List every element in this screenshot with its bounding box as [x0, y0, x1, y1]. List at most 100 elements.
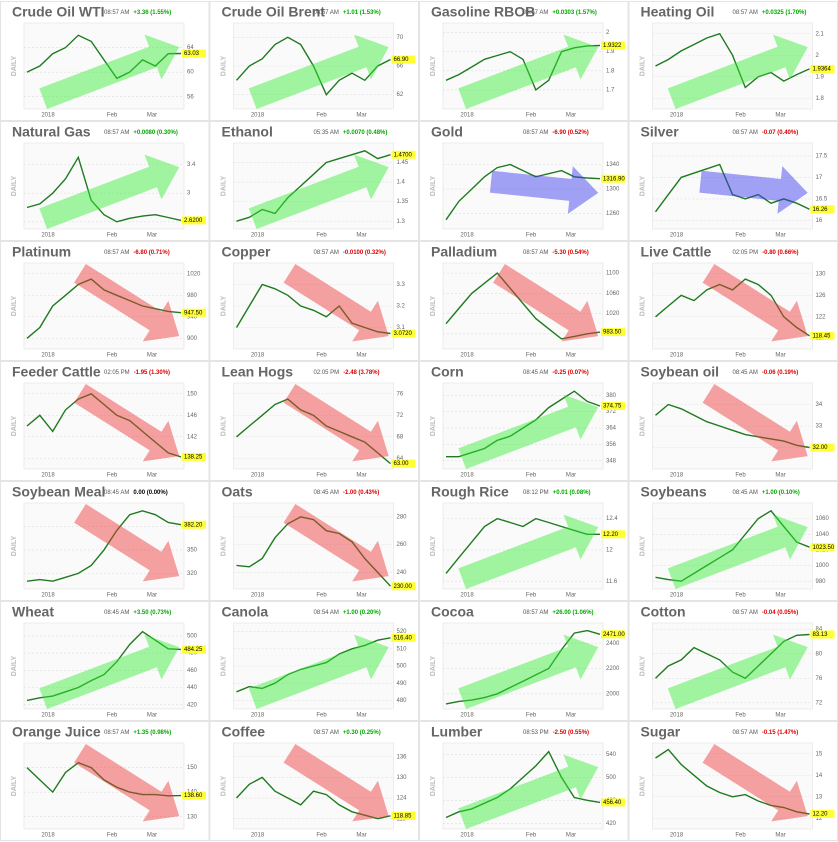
price-line — [445, 517, 600, 574]
mini-chart: 1.7 1.8 1.9 2 2018 Feb Mar DAILY 1.9322 Gasoline … — [419, 1, 629, 121]
x-tick-label: Mar — [775, 593, 785, 599]
time: 02:05 PM — [314, 370, 340, 376]
y-axis-label: DAILY — [220, 535, 227, 556]
y-tick-label: 520 — [397, 629, 408, 635]
trend-arrow — [283, 744, 389, 822]
y-tick-label: 1020 — [606, 311, 620, 317]
time: 02:05 PM — [104, 370, 130, 376]
chart-title: Orange Juice — [12, 724, 101, 740]
plot-area — [442, 22, 604, 110]
header-info: 08:54 AM +1.00 (0.20%) — [314, 610, 381, 616]
header-info: 08:57 AM +3.36 (1.55%) — [104, 10, 171, 16]
y-tick-label: 2200 — [606, 666, 620, 672]
x-tick-label: Feb — [735, 713, 746, 719]
y-tick-label: 13 — [816, 794, 823, 800]
y-tick-label: 1.4 — [397, 180, 406, 186]
y-tick-label: 480 — [187, 651, 198, 657]
x-tick-label: Feb — [735, 473, 746, 479]
price-tag: 63.00 — [394, 461, 410, 467]
plot-area — [23, 622, 185, 710]
time: 08:57 AM — [104, 130, 129, 136]
y-tick-label: 126 — [816, 293, 827, 299]
y-axis-label: DAILY — [220, 55, 227, 76]
price-tag: 16.26 — [813, 207, 829, 213]
price-tag-bg — [391, 329, 416, 338]
x-tick-label: Feb — [526, 593, 537, 599]
price-tag-bg — [601, 41, 625, 50]
y-tick-label: 420 — [606, 821, 617, 827]
x-tick-label: Feb — [735, 113, 746, 119]
trend-arrow — [74, 264, 180, 342]
y-axis-label: DAILY — [11, 55, 18, 76]
change: -1.95 (1.30%) — [134, 370, 170, 376]
y-tick-label: 1100 — [606, 271, 620, 277]
y-tick-label: 33 — [816, 424, 823, 430]
header-info: 08:57 AM +0.30 (0.25%) — [314, 730, 381, 736]
y-tick-label: 1.8 — [816, 96, 825, 102]
y-tick-label: 240 — [397, 570, 408, 576]
x-tick-label: 2018 — [251, 113, 265, 119]
y-tick-label: 540 — [606, 752, 617, 758]
mini-chart: 64 68 72 76 2018 Feb Mar DAILY 63.00 Lean Hogs 02:… — [209, 361, 419, 481]
plot-area — [23, 262, 185, 350]
time: 08:45 AM — [733, 370, 758, 376]
y-tick-label: 3.1 — [397, 325, 406, 331]
trend-arrow — [493, 264, 599, 342]
mini-chart: 9801020106011002018FebMarDAILY983.50Pall… — [419, 241, 629, 361]
change: +0.0080 (0.30%) — [133, 130, 178, 136]
header-info: 08:57 AM +1.35 (0.98%) — [104, 730, 171, 736]
y-tick-label: 500 — [606, 775, 617, 781]
mini-chart: 62 66 70 2018 Feb Mar DAILY 66.90 Crude Oil Bren… — [209, 1, 419, 121]
y-tick-label: 1060 — [816, 516, 830, 522]
trend-arrow — [702, 384, 808, 462]
y-axis-label: DAILY — [639, 655, 646, 676]
chart-title: Palladium — [431, 244, 497, 260]
trend-arrow — [458, 394, 599, 469]
chart-title: Cotton — [641, 604, 686, 620]
chart-title: Copper — [222, 244, 272, 260]
chart-title: Gasoline RBOB — [431, 4, 535, 20]
y-tick-label: 980 — [187, 293, 198, 299]
y-tick-label: 1300 — [606, 187, 620, 193]
time: 08:57 AM — [733, 610, 758, 616]
y-axis-label: DAILY — [220, 415, 227, 436]
x-tick-label: 2018 — [460, 113, 474, 119]
y-tick-label: 1340 — [606, 162, 620, 168]
y-axis-label: DAILY — [430, 55, 437, 76]
y-tick-label: 1.35 — [397, 199, 409, 205]
mini-chart: 480 490 500 510 520 2018 Feb Mar DAILY 516.40 Cano… — [209, 601, 419, 721]
x-tick-label: 2018 — [670, 713, 684, 719]
price-tag: 947.50 — [184, 310, 203, 316]
price-line — [655, 633, 810, 680]
y-tick-label: 2400 — [606, 641, 620, 647]
time: 08:57 AM — [523, 10, 548, 16]
y-tick-label: 1.45 — [397, 160, 409, 166]
x-tick-label: 2018 — [251, 233, 265, 239]
mini-chart: 98010001020104010602018FebMarDAILY1023.5… — [628, 481, 838, 601]
price-line — [26, 392, 182, 458]
mini-chart: 1.3 1.35 1.4 1.45 2018 Feb Mar DAILY 1.4700 Ethan… — [209, 121, 419, 241]
chart-title: Feeder Cattle — [12, 364, 101, 380]
change: -0.06 (0.19%) — [762, 370, 798, 376]
price-line — [446, 390, 601, 458]
change: -5.30 (0.54%) — [552, 250, 588, 256]
x-tick-label: Mar — [147, 713, 157, 719]
trend-arrow — [39, 34, 180, 109]
time: 08:54 AM — [314, 610, 339, 616]
price-tag-bg — [182, 520, 206, 529]
y-tick-label: 420 — [187, 702, 198, 708]
x-tick-label: Mar — [775, 473, 785, 479]
y-axis-label: DAILY — [220, 655, 227, 676]
trend-arrow — [489, 166, 599, 214]
plot-area — [23, 382, 185, 470]
y-tick-label: 64 — [187, 45, 194, 51]
y-tick-label: 500 — [187, 633, 198, 639]
y-tick-label: 17 — [816, 175, 823, 181]
x-tick-label: Feb — [107, 713, 118, 719]
y-tick-label: 1000 — [816, 563, 830, 569]
price-tag: 32.00 — [813, 445, 829, 451]
price-tag-bg — [182, 216, 206, 225]
chart-title: Soybean oil — [641, 364, 720, 380]
time: 08:57 AM — [314, 250, 339, 256]
